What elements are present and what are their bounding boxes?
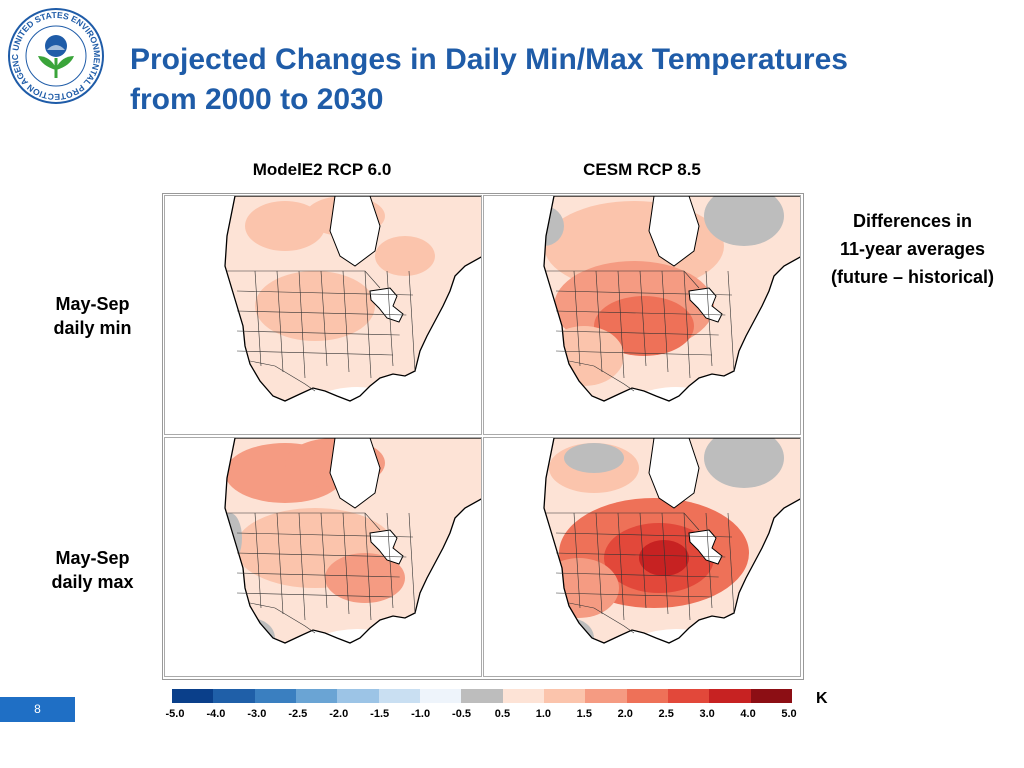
colorbar-swatch [420, 689, 462, 703]
colorbar-unit: K [816, 690, 828, 707]
colorbar-swatch [626, 689, 669, 703]
row-label-daily-min: May-Sep daily min [30, 292, 155, 340]
note-line-2: 11-year averages [839, 239, 986, 259]
colorbar-tick-label: 3.0 [699, 708, 715, 720]
no-change-region [544, 206, 564, 246]
colorbar-tick-label: -4.0 [206, 708, 226, 720]
colorbar-tick-label: -2.0 [329, 708, 349, 720]
no-change-region [225, 513, 242, 563]
colorbar-swatch [378, 689, 421, 703]
map-cesm-daily-max [483, 437, 801, 677]
map-cesm-daily-min [483, 195, 801, 435]
colorbar-tick-label: 2.5 [658, 708, 674, 720]
page-number: 8 [34, 702, 41, 716]
colorbar-tick-label: 5.0 [781, 708, 797, 720]
row-label-daily-max: May-Sep daily max [30, 546, 155, 594]
column-label-cesm: CESM RCP 8.5 [583, 160, 701, 179]
coastline [543, 196, 800, 402]
colorbar-swatch [296, 689, 338, 703]
map-svg [224, 196, 481, 434]
colorbar-tick-label: -1.5 [370, 708, 390, 720]
colorbar-swatch [585, 689, 628, 703]
anomaly-region [375, 236, 435, 276]
hudson-bay [329, 438, 381, 509]
colorbar-tick-label: -3.0 [247, 708, 267, 720]
epa-logo: UNITED STATES ENVIRONMENTAL PROTECTION A… [6, 6, 104, 104]
map-modele2-daily-min [164, 195, 482, 435]
colorbar-swatch [213, 689, 256, 703]
slide-title: Projected Changes in Daily Min/Max Tempe… [130, 40, 1000, 120]
no-change-region [564, 443, 624, 473]
flower-icon [38, 35, 74, 78]
map-svg [224, 438, 481, 676]
map-modele2-daily-max [164, 437, 482, 677]
borders [546, 270, 735, 392]
colorbar-swatch [709, 689, 752, 703]
colorbar-tick-label: 4.0 [740, 708, 756, 720]
anomaly-region [245, 201, 325, 251]
map-svg [543, 438, 800, 676]
colorbar-swatch [544, 689, 586, 703]
no-change-region [225, 618, 275, 643]
colorbar [172, 689, 793, 703]
great-lakes [369, 529, 404, 565]
colorbar-tick-label: -5.0 [165, 708, 185, 720]
anomaly-region [594, 296, 694, 356]
coastline [224, 196, 481, 402]
column-label-modele2: ModelE2 RCP 6.0 [252, 160, 392, 179]
difference-note: Differences in 11-year averages (future … [805, 207, 1020, 291]
coastline [543, 438, 800, 644]
no-change-region [704, 438, 784, 488]
no-change-region [544, 618, 594, 643]
great-lakes [369, 287, 404, 323]
coastline [224, 438, 481, 644]
title-line-1: Projected Changes in Daily Min/Max Tempe… [130, 43, 848, 76]
map-svg [543, 196, 800, 434]
row-label-max-line-1: May-Sep [55, 548, 130, 568]
title-line-2: from 2000 to 2030 [130, 83, 384, 116]
row-label-min-line-1: May-Sep [55, 294, 130, 314]
colorbar-swatch [461, 689, 504, 703]
colorbar-swatch [750, 689, 793, 703]
anomaly-region [255, 271, 375, 341]
anomaly-region [325, 553, 405, 603]
colorbar-tick-label: -2.5 [288, 708, 308, 720]
gulf-of-mexico [305, 387, 395, 434]
colorbar-tick-label: 1.0 [535, 708, 552, 720]
colorbar-swatch [668, 689, 710, 703]
map-grid [162, 193, 804, 680]
gulf-of-mexico [305, 629, 395, 676]
colorbar-swatch [172, 689, 214, 703]
colorbar-tick-label: 2.0 [617, 708, 633, 720]
borders [546, 512, 735, 634]
borders [227, 270, 416, 392]
great-lakes [688, 287, 723, 323]
gulf-of-mexico [624, 387, 714, 434]
colorbar-swatch [337, 689, 380, 703]
gulf-of-mexico [624, 629, 714, 676]
colorbar-tick-label: 1.5 [576, 708, 592, 720]
borders [227, 512, 416, 634]
hudson-bay [648, 438, 700, 509]
no-change-region [704, 196, 784, 246]
colorbar-tick-label: -0.5 [452, 708, 472, 720]
colorbar-tick-label: 0.5 [494, 708, 511, 720]
colorbar-swatch [254, 689, 297, 703]
hudson-bay [648, 196, 700, 267]
row-label-min-line-2: daily min [53, 318, 132, 338]
row-label-max-line-2: daily max [51, 572, 134, 592]
note-line-3: (future – historical) [830, 267, 995, 287]
colorbar-swatch [502, 689, 545, 703]
note-line-1: Differences in [852, 211, 973, 231]
great-lakes [688, 529, 723, 565]
page-number-bar [0, 697, 75, 722]
hudson-bay [329, 196, 381, 267]
anomaly-region [639, 540, 689, 576]
colorbar-tick-label: -1.0 [411, 708, 431, 720]
